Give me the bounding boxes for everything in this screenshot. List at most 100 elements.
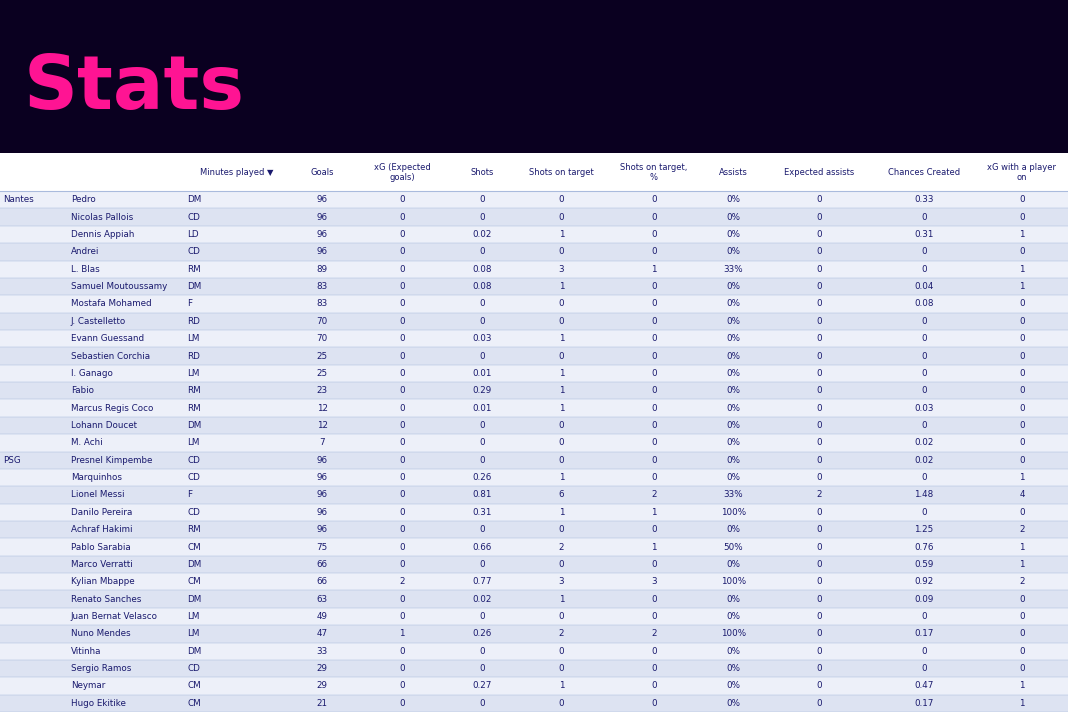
Text: 0: 0 — [817, 525, 822, 534]
Text: 6: 6 — [559, 491, 564, 499]
Text: CD: CD — [187, 508, 200, 517]
Text: 0: 0 — [399, 195, 405, 204]
Text: 29: 29 — [317, 664, 328, 673]
Text: 12: 12 — [317, 421, 328, 430]
Text: Chances Created: Chances Created — [888, 167, 960, 177]
Text: 1: 1 — [1019, 265, 1024, 273]
Text: 96: 96 — [317, 525, 328, 534]
Text: 0%: 0% — [726, 387, 740, 395]
Text: 0.01: 0.01 — [472, 369, 491, 378]
Text: Kylian Mbappe: Kylian Mbappe — [70, 577, 135, 586]
Text: 0.26: 0.26 — [472, 473, 491, 482]
Text: 0.26: 0.26 — [472, 629, 491, 639]
Text: 0: 0 — [559, 195, 564, 204]
Text: 89: 89 — [317, 265, 328, 273]
Text: 0%: 0% — [726, 230, 740, 239]
Text: 0: 0 — [817, 664, 822, 673]
Text: 0: 0 — [399, 664, 405, 673]
Text: 0: 0 — [650, 195, 657, 204]
Text: PSG: PSG — [3, 456, 21, 465]
Text: 0.31: 0.31 — [472, 508, 491, 517]
Text: 0: 0 — [1019, 646, 1025, 656]
Text: 0: 0 — [559, 525, 564, 534]
Bar — [0, 313, 1068, 330]
Text: xG (Expected
goals): xG (Expected goals) — [374, 162, 430, 182]
Text: 0: 0 — [399, 369, 405, 378]
Text: 83: 83 — [316, 300, 328, 308]
Text: 3: 3 — [650, 577, 657, 586]
Text: 0: 0 — [480, 317, 485, 326]
Text: 0.77: 0.77 — [472, 577, 491, 586]
Bar — [0, 451, 1068, 469]
Text: 50%: 50% — [724, 543, 743, 552]
Text: 2: 2 — [559, 543, 564, 552]
Text: 0%: 0% — [726, 334, 740, 343]
Text: 21: 21 — [317, 698, 328, 708]
Text: 0: 0 — [817, 317, 822, 326]
Text: Nuno Mendes: Nuno Mendes — [70, 629, 130, 639]
Text: 0.04: 0.04 — [914, 282, 933, 291]
Text: 0: 0 — [817, 247, 822, 256]
Text: 1: 1 — [399, 629, 405, 639]
Text: 0: 0 — [399, 334, 405, 343]
Text: 0: 0 — [1019, 213, 1025, 221]
Text: 0.27: 0.27 — [472, 681, 491, 691]
Text: 0: 0 — [650, 595, 657, 604]
Text: RD: RD — [187, 317, 200, 326]
Text: 0: 0 — [921, 265, 927, 273]
Text: LM: LM — [187, 612, 200, 621]
Text: 100%: 100% — [721, 508, 747, 517]
Text: 0: 0 — [817, 473, 822, 482]
Text: 0: 0 — [650, 282, 657, 291]
Text: 0%: 0% — [726, 664, 740, 673]
Text: M. Achi: M. Achi — [70, 439, 103, 447]
Bar — [0, 521, 1068, 538]
Text: 0%: 0% — [726, 456, 740, 465]
Text: 0.92: 0.92 — [914, 577, 933, 586]
Text: 0: 0 — [817, 369, 822, 378]
Bar — [0, 191, 1068, 209]
Text: 0: 0 — [817, 404, 822, 413]
Text: Lionel Messi: Lionel Messi — [70, 491, 124, 499]
Text: CD: CD — [187, 213, 200, 221]
Text: 96: 96 — [317, 195, 328, 204]
Text: 0: 0 — [817, 300, 822, 308]
Text: 63: 63 — [317, 595, 328, 604]
Text: 0: 0 — [650, 213, 657, 221]
Text: 0: 0 — [817, 577, 822, 586]
Text: 2: 2 — [559, 629, 564, 639]
Text: J. Castelletto: J. Castelletto — [70, 317, 126, 326]
Bar — [0, 417, 1068, 434]
Text: F: F — [187, 491, 192, 499]
Text: 0: 0 — [650, 369, 657, 378]
Text: DM: DM — [187, 560, 202, 569]
Text: Andrei: Andrei — [70, 247, 99, 256]
Text: 1: 1 — [650, 543, 657, 552]
Text: 0.02: 0.02 — [914, 456, 933, 465]
Text: Pablo Sarabia: Pablo Sarabia — [70, 543, 130, 552]
Text: 2: 2 — [399, 577, 405, 586]
Text: 0%: 0% — [726, 560, 740, 569]
Text: 0.02: 0.02 — [914, 439, 933, 447]
Text: L. Blas: L. Blas — [70, 265, 99, 273]
Text: 0: 0 — [399, 213, 405, 221]
Text: 0: 0 — [817, 629, 822, 639]
Text: 7: 7 — [319, 439, 325, 447]
Text: F: F — [187, 300, 192, 308]
Bar — [0, 382, 1068, 399]
Text: 0: 0 — [399, 247, 405, 256]
Text: 0: 0 — [817, 195, 822, 204]
Text: 1: 1 — [559, 508, 564, 517]
Bar — [0, 226, 1068, 244]
Text: 0: 0 — [480, 456, 485, 465]
Text: 0.08: 0.08 — [472, 265, 491, 273]
Text: 0.31: 0.31 — [914, 230, 933, 239]
Text: 0: 0 — [817, 543, 822, 552]
Text: 0: 0 — [1019, 247, 1025, 256]
Text: 0: 0 — [399, 352, 405, 360]
Text: 96: 96 — [317, 230, 328, 239]
Bar — [0, 642, 1068, 660]
Text: 75: 75 — [316, 543, 328, 552]
Text: RM: RM — [187, 404, 201, 413]
Text: 96: 96 — [317, 456, 328, 465]
